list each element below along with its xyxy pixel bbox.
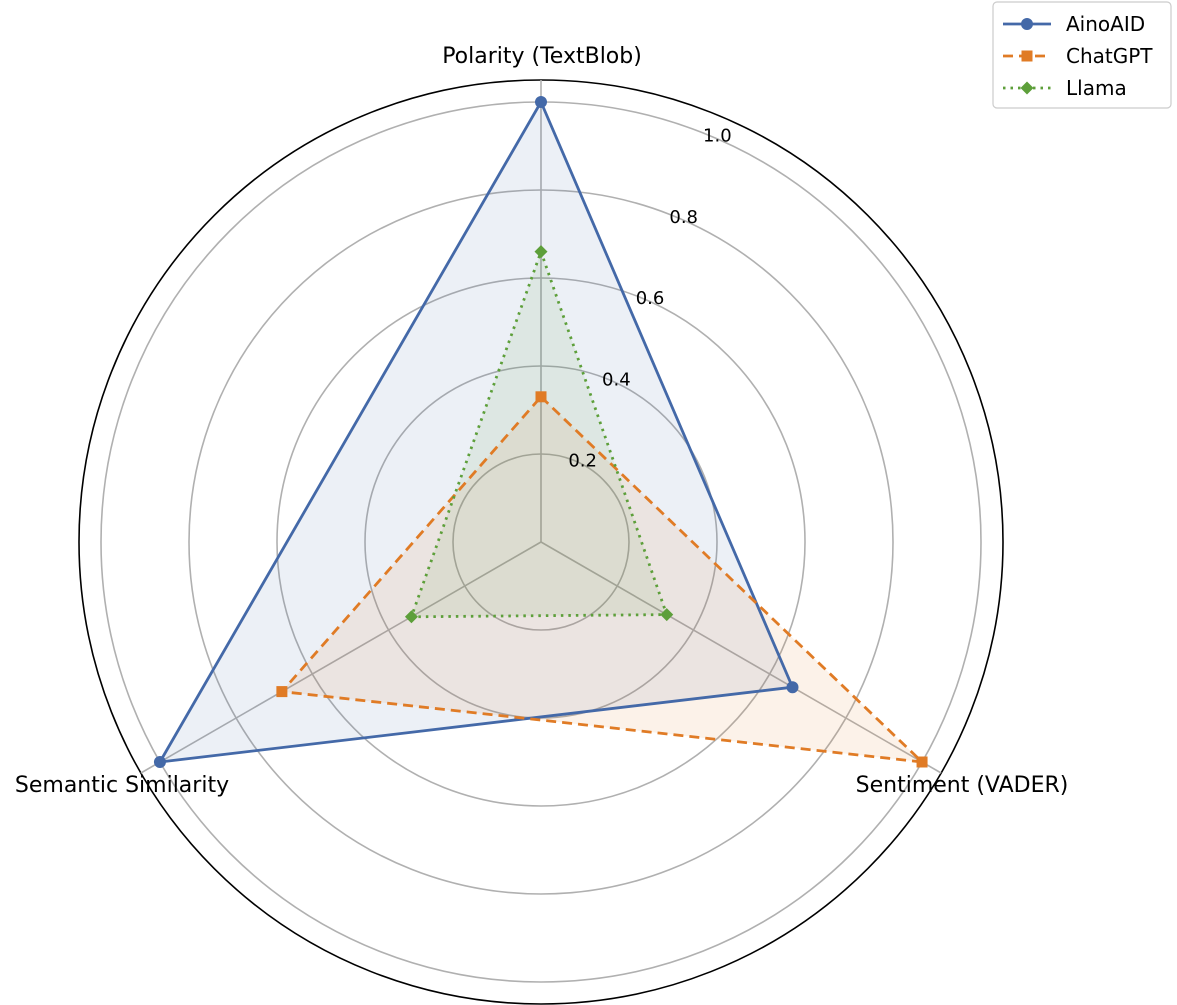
series-lines <box>158 100 924 764</box>
legend-label-llama: Llama <box>1066 76 1127 100</box>
legend: AinoAID ChatGPT Llama <box>992 1 1172 109</box>
series-marker-chatgpt <box>535 391 547 403</box>
series-fills <box>159 102 923 762</box>
series-marker-ainoaid <box>535 96 547 108</box>
grid-spoke <box>140 541 542 774</box>
series-line-llama <box>409 250 669 619</box>
legend-marker-chatgpt <box>1021 50 1033 62</box>
series-line-ainoaid <box>158 100 794 764</box>
radial-tick-label: 0.8 <box>669 207 698 228</box>
series-marker-llama <box>660 608 674 622</box>
legend-label-chatgpt: ChatGPT <box>1066 44 1153 68</box>
series-fill-chatgpt <box>281 396 923 762</box>
legend-frame <box>992 1 1172 109</box>
series-marker-chatgpt <box>916 756 928 768</box>
legend-label-ainoaid: AinoAID <box>1066 12 1145 36</box>
series-marker-llama <box>404 610 418 624</box>
series-marker-chatgpt <box>276 686 288 698</box>
series-marker-llama <box>534 245 548 259</box>
axis-labels: Polarity (TextBlob) Sentiment (VADER) Se… <box>15 44 1068 798</box>
axis-label-sentiment: Sentiment (VADER) <box>856 773 1069 798</box>
axis-label-polarity: Polarity (TextBlob) <box>442 44 642 69</box>
legend-marker-ainoaid <box>1021 18 1033 30</box>
series-fill-llama <box>411 251 667 617</box>
radial-tick-labels: 0.2 0.4 0.6 0.8 1.0 <box>568 125 731 471</box>
series-fill-ainoaid <box>159 102 793 762</box>
grid-spoke <box>540 541 942 774</box>
radial-tick-label: 0.4 <box>602 369 631 390</box>
axis-label-semantic-similarity: Semantic Similarity <box>15 773 229 798</box>
radial-tick-label: 0.2 <box>568 451 597 472</box>
series-markers <box>153 96 928 768</box>
series-marker-ainoaid <box>786 681 799 694</box>
radial-tick-label: 0.6 <box>636 288 665 309</box>
series-line-chatgpt <box>280 395 924 764</box>
radial-tick-label: 1.0 <box>703 125 732 146</box>
series-marker-ainoaid <box>153 756 166 768</box>
legend-marker-llama <box>1020 81 1034 95</box>
